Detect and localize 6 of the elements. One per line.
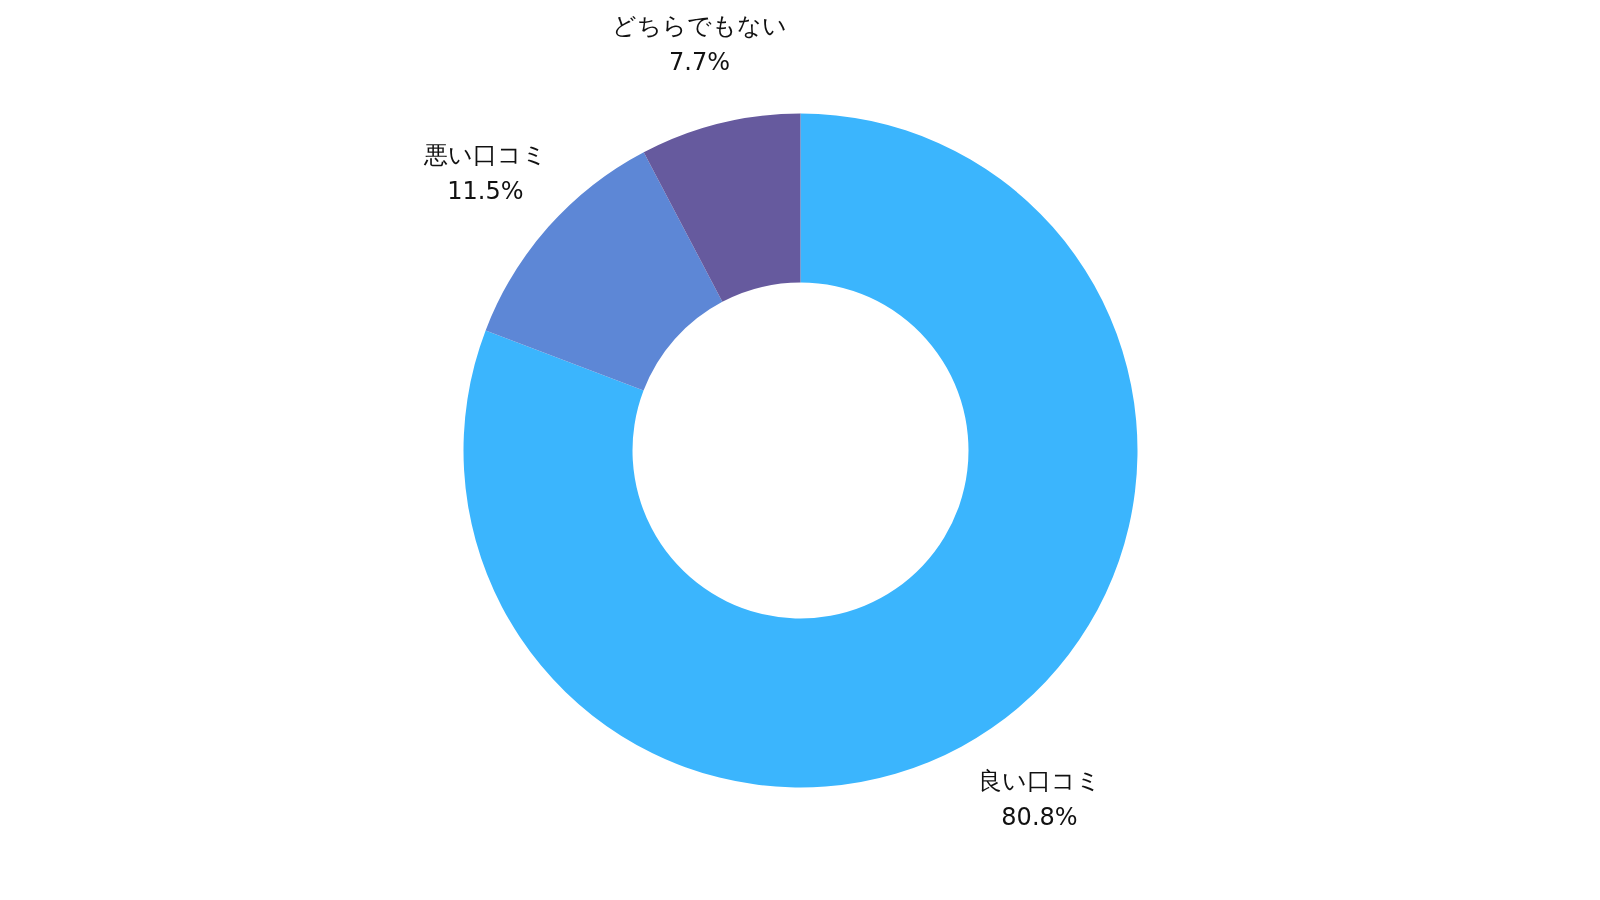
slice-label: 悪い口コミ <box>422 140 547 169</box>
data-label: 7.7% <box>669 47 731 76</box>
data-label: 80.8% <box>1001 803 1078 832</box>
slice-label: 良い口コミ <box>977 767 1101 796</box>
slice-label: どちらでもない <box>612 11 788 40</box>
data-label: 11.5% <box>447 176 524 205</box>
